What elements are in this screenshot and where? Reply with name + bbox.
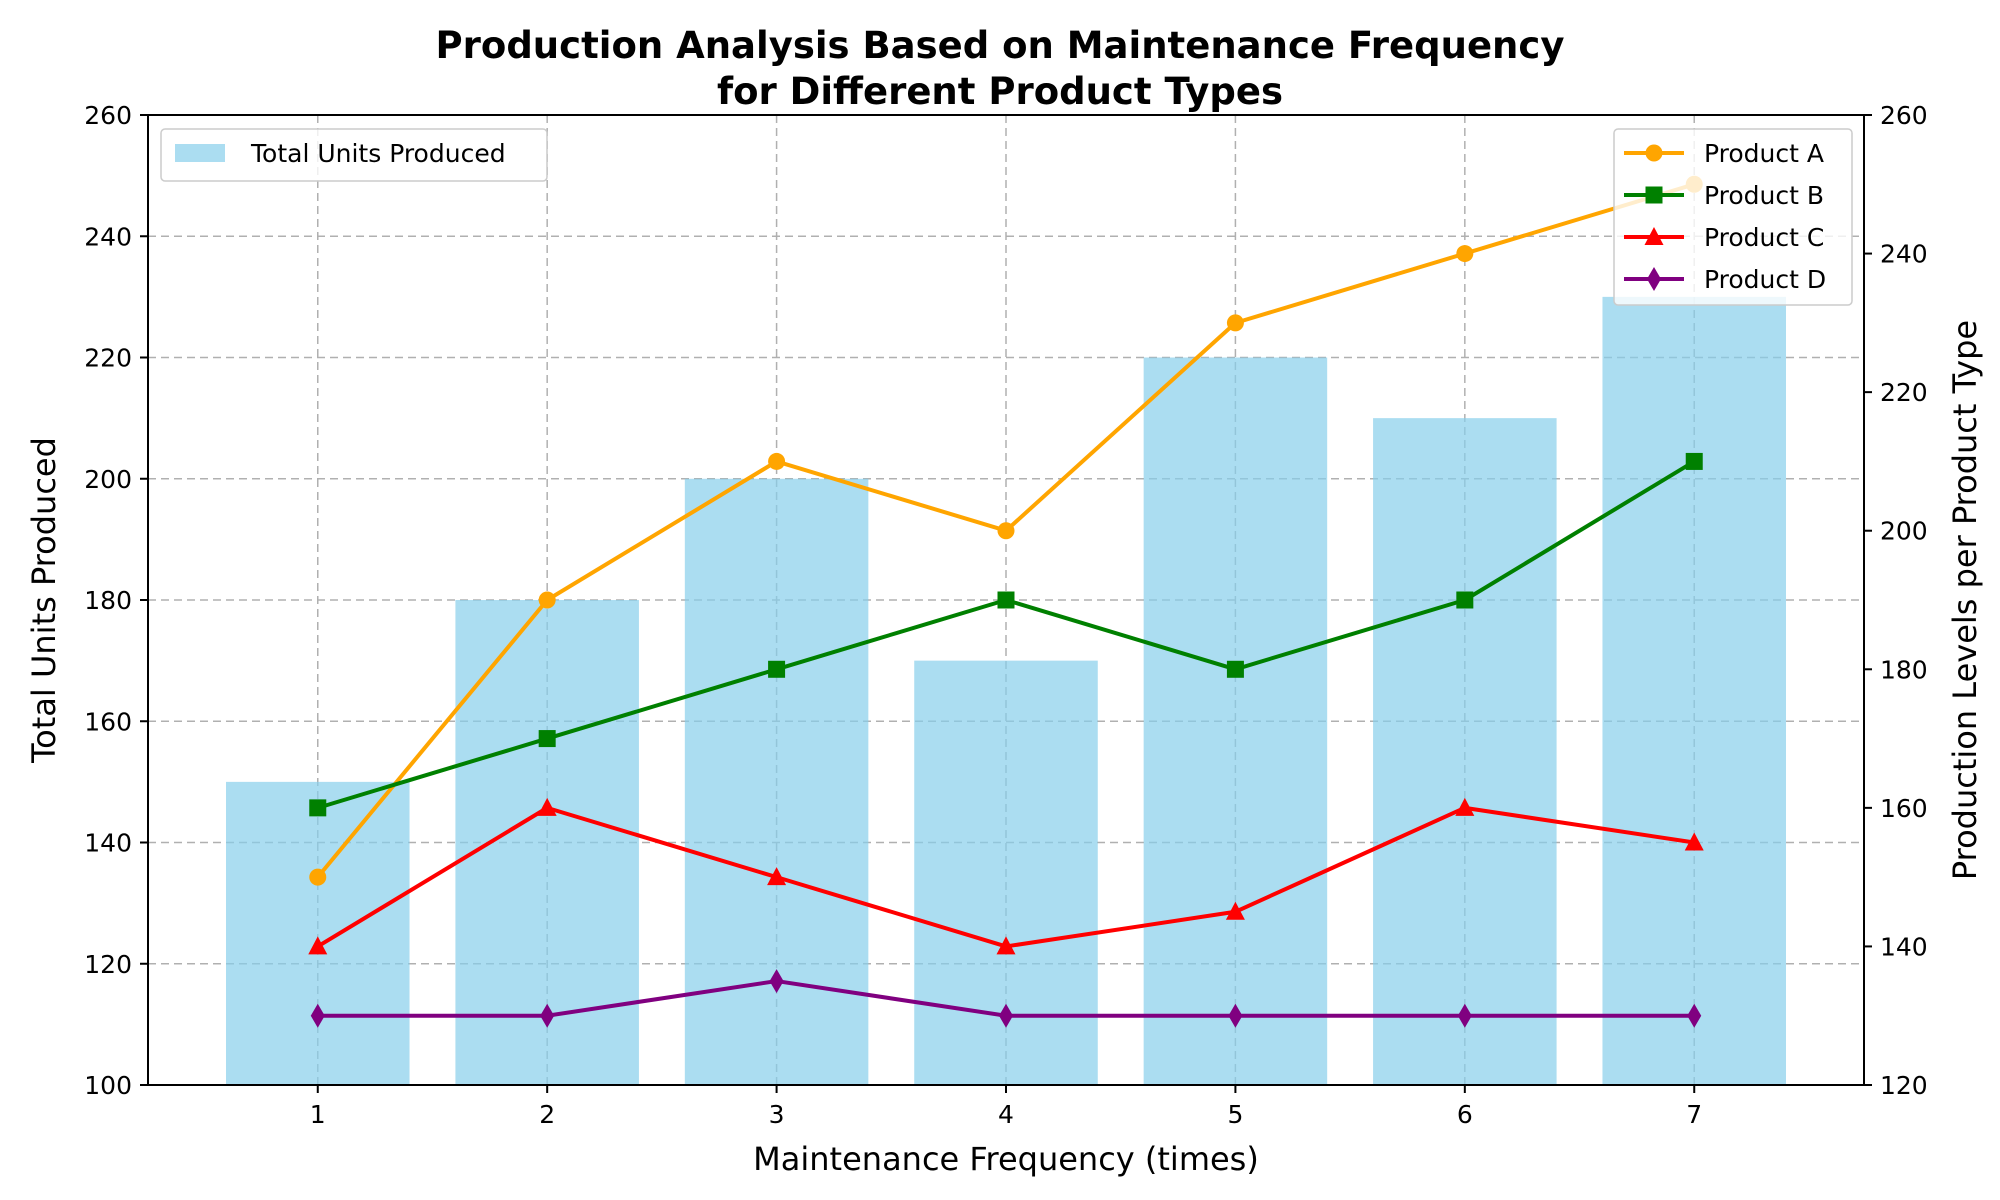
line-legend: Product A Product B Product C Product D — [1613, 128, 1853, 306]
y-tick-label-100: 100 — [84, 1071, 132, 1100]
x-tick-label-1: 1 — [310, 1100, 326, 1129]
series-product-b — [309, 452, 1703, 817]
point-product-b-3 — [768, 660, 786, 678]
y2-tick-label-160: 160 — [1880, 794, 1928, 823]
bar-3 — [684, 478, 869, 1085]
legend-label-product-c: Product C — [1704, 223, 1824, 252]
legend-marker-product-d — [1647, 267, 1661, 291]
point-product-a-4 — [997, 522, 1015, 540]
y2-tick-label-220: 220 — [1880, 378, 1928, 407]
y2-tick-label-200: 200 — [1880, 517, 1928, 546]
bar-legend-swatch — [175, 144, 225, 162]
chart-title-line-1: Production Analysis Based on Maintenance… — [436, 24, 1565, 67]
y2-tick-label-120: 120 — [1880, 1071, 1928, 1100]
series-product-d — [310, 969, 1702, 1028]
bar-legend-label: Total Units Produced — [250, 139, 506, 168]
y2-axis-label: Production Levels per Product Type — [1946, 320, 1984, 880]
x-tick-label-3: 3 — [769, 1100, 785, 1129]
y2-tick-label-260: 260 — [1880, 101, 1928, 130]
point-product-d-2 — [540, 1003, 555, 1028]
bar-legend-frame — [160, 128, 548, 182]
point-product-b-7 — [1685, 452, 1703, 470]
point-product-c-2 — [537, 797, 557, 816]
point-product-b-2 — [538, 730, 556, 748]
x-tick-label-2: 2 — [539, 1100, 555, 1129]
point-product-a-2 — [538, 591, 556, 609]
y2-tick-label-180: 180 — [1880, 655, 1928, 684]
point-product-d-5 — [1228, 1003, 1243, 1028]
bar-layer — [226, 296, 1786, 1085]
point-product-b-6 — [1456, 591, 1474, 609]
legend-label-product-a: Product A — [1704, 139, 1824, 168]
y-tick-label-160: 160 — [84, 707, 132, 736]
x-tick-label-5: 5 — [1227, 1100, 1243, 1129]
axis-layer: 1 2 3 4 5 6 7 100 120 140 160 180 200 220 240 260 120 140… — [84, 101, 1927, 1129]
y-axis-label: Total Units Produced — [25, 437, 63, 764]
legend-label-product-b: Product B — [1704, 181, 1824, 210]
bar-1 — [226, 781, 410, 1085]
point-product-d-7 — [1687, 1003, 1702, 1028]
legend-marker-product-b — [1645, 186, 1663, 204]
chart-title-line-2: for Different Product Types — [717, 70, 1283, 113]
y-tick-label-140: 140 — [84, 829, 132, 858]
bar-6 — [1373, 418, 1557, 1085]
point-product-c-6 — [1455, 797, 1475, 816]
point-product-a-6 — [1456, 245, 1474, 263]
y-tick-label-180: 180 — [84, 586, 132, 615]
point-product-d-3 — [769, 969, 784, 994]
y-tick-label-240: 240 — [84, 222, 132, 251]
point-product-c-3 — [767, 867, 787, 886]
y-tick-label-260: 260 — [84, 101, 132, 130]
bar-5 — [1143, 357, 1328, 1085]
y-tick-label-220: 220 — [84, 344, 132, 373]
x-tick-label-7: 7 — [1686, 1100, 1702, 1129]
legend-marker-product-c — [1644, 227, 1664, 245]
point-product-d-1 — [310, 1003, 325, 1028]
line-legend-frame — [1613, 128, 1853, 306]
legend-marker-product-a — [1645, 144, 1663, 162]
point-product-c-1 — [308, 936, 328, 955]
point-product-d-4 — [999, 1003, 1013, 1028]
x-axis-label: Maintenance Frequency (times) — [753, 1140, 1259, 1178]
series-product-c — [308, 797, 1704, 955]
point-product-c-4 — [996, 936, 1016, 955]
point-product-c-7 — [1684, 832, 1704, 851]
point-product-a-1 — [309, 868, 327, 886]
point-product-b-1 — [309, 799, 327, 817]
point-product-a-3 — [768, 452, 786, 470]
bar-legend: Total Units Produced — [160, 128, 548, 182]
line-layer — [308, 175, 1704, 1028]
point-product-b-5 — [1226, 660, 1244, 678]
x-tick-label-4: 4 — [998, 1100, 1014, 1129]
point-product-a-5 — [1226, 314, 1244, 332]
y-tick-label-200: 200 — [84, 465, 132, 494]
y2-tick-label-240: 240 — [1880, 240, 1928, 269]
y-tick-label-120: 120 — [84, 950, 132, 979]
point-product-b-4 — [997, 591, 1015, 609]
bar-7 — [1602, 296, 1786, 1085]
x-tick-label-6: 6 — [1457, 1100, 1473, 1129]
legend-label-product-d: Product D — [1704, 265, 1826, 294]
point-product-d-6 — [1457, 1003, 1472, 1028]
point-product-c-5 — [1225, 901, 1245, 920]
y2-tick-label-140: 140 — [1880, 932, 1928, 961]
